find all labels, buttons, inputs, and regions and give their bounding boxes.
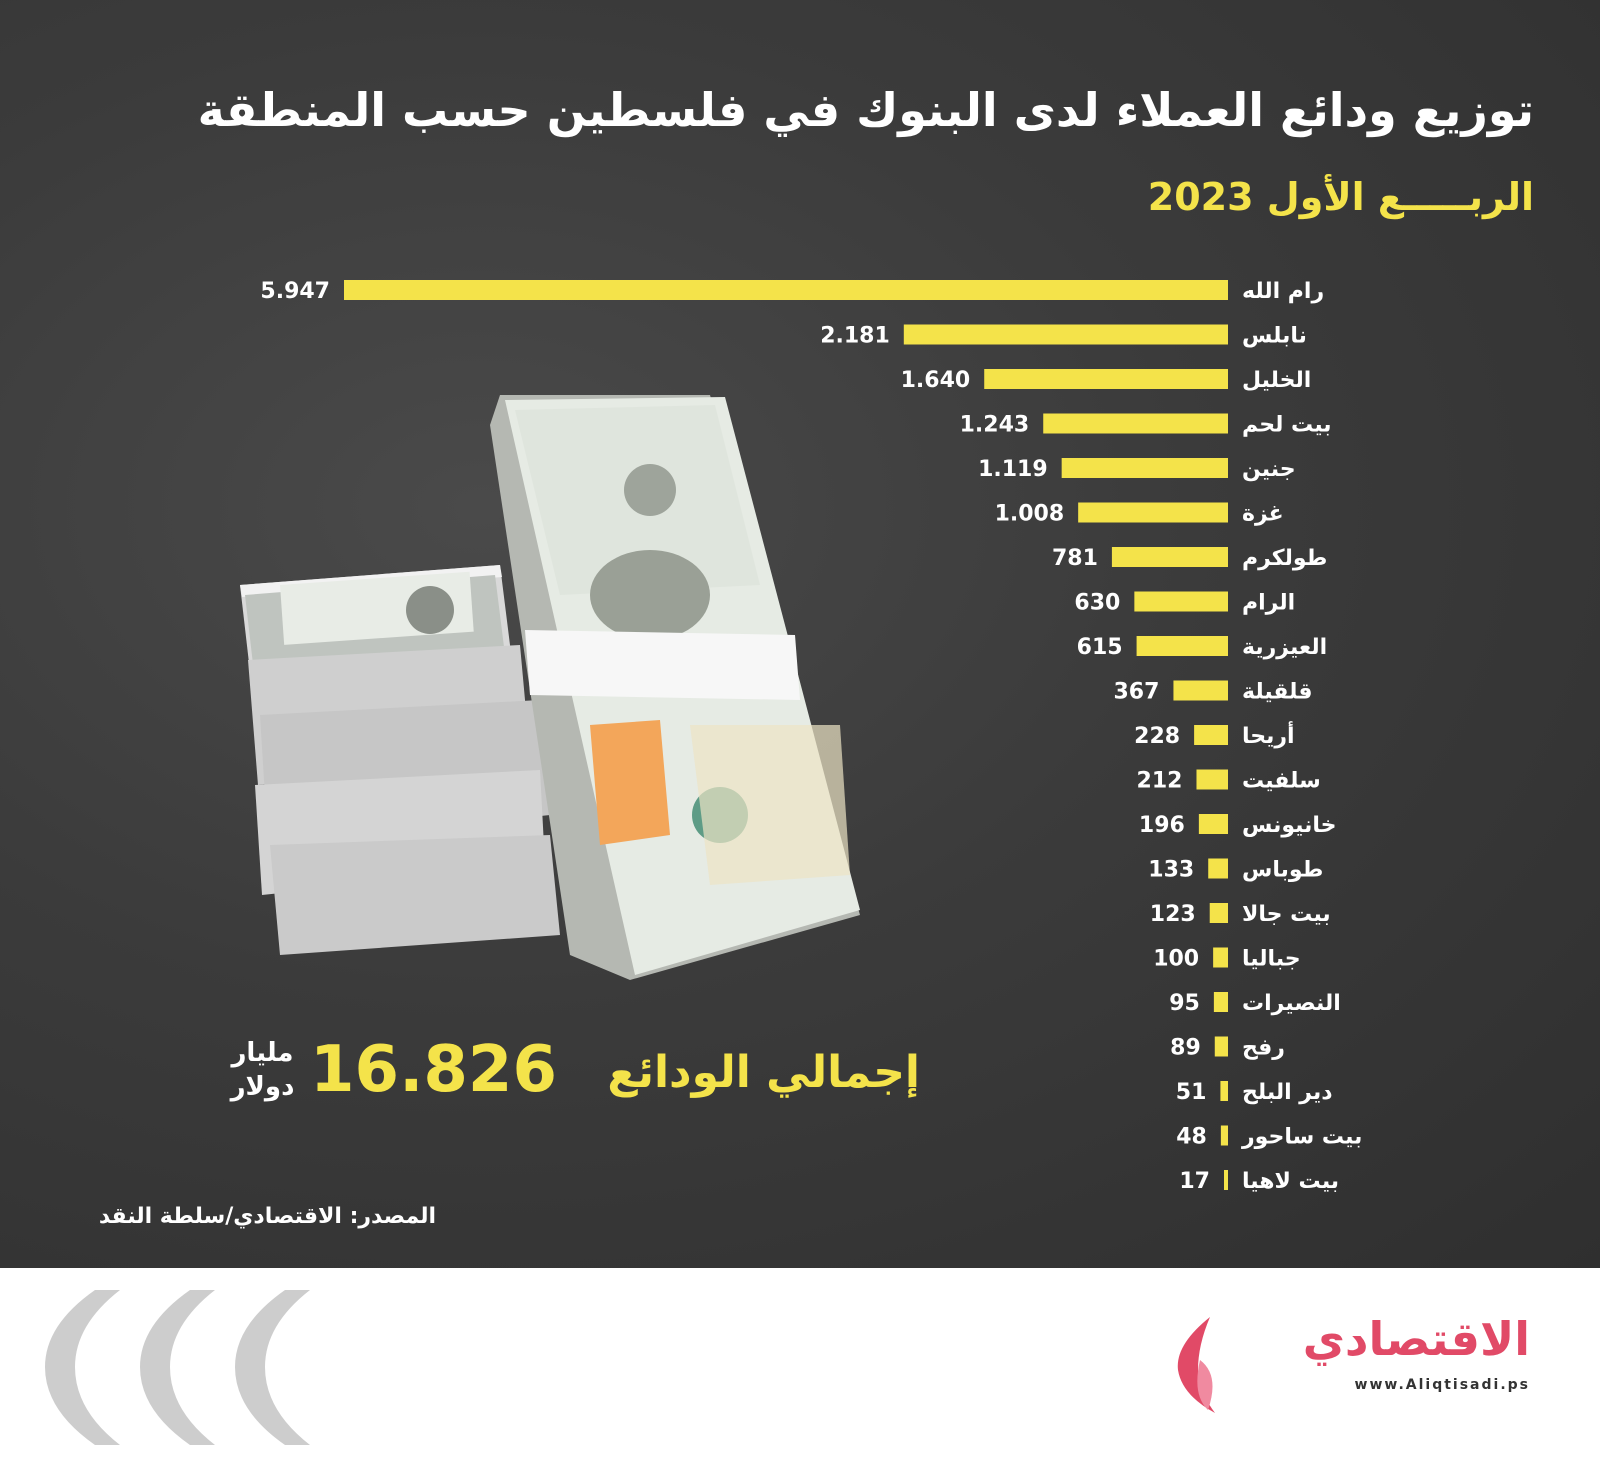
bar-value-label: 51 [1176, 1080, 1207, 1105]
bar-value-label: 228 [1134, 724, 1180, 749]
bar-category-label: الرام [1242, 591, 1295, 616]
source-note: المصدر: الاقتصادي/سلطة النقد [98, 1204, 436, 1229]
total-unit-line2: دولار [230, 1072, 295, 1102]
page-subtitle: الربـــــع الأول 2023 [1147, 175, 1534, 219]
bar-value-label: 781 [1052, 546, 1098, 571]
chevrons-icon [45, 1290, 310, 1445]
bar-value-label: 133 [1148, 858, 1194, 883]
total-unit: مليار دولار [220, 1036, 305, 1104]
bar-value-label: 212 [1137, 769, 1183, 794]
money-stack-left [240, 565, 560, 955]
total-deposits: إجمالي الودائع 16.826 مليار دولار [220, 1030, 920, 1120]
total-label: إجمالي الودائع [607, 1047, 920, 1098]
bar-value-label: 1.640 [901, 368, 971, 393]
money-stack-image [240, 395, 860, 980]
bar [1224, 1170, 1228, 1190]
bar [1194, 725, 1228, 745]
bar-category-label: سلفيت [1242, 769, 1321, 794]
bar [1198, 814, 1228, 834]
bar-category-label: بيت لاهيا [1242, 1169, 1339, 1194]
bar-value-label: 615 [1077, 635, 1123, 660]
bar [1208, 858, 1228, 879]
bar [1220, 1125, 1228, 1146]
bar [1043, 413, 1228, 434]
bar-value-label: 367 [1114, 680, 1160, 705]
bar-category-label: بيت لحم [1242, 413, 1332, 438]
bar-category-label: غزة [1242, 502, 1284, 527]
bar [1214, 1036, 1228, 1057]
logo-url: www.Aliqtisadi.ps [1354, 1377, 1530, 1393]
bar-category-label: دير البلح [1242, 1080, 1333, 1105]
bar-chart: رام الله 5.947 نابلس 2.181 الخليل 1.640 بيت لح… [260, 279, 1362, 1194]
bar [1134, 591, 1228, 612]
bar [1136, 636, 1228, 656]
bar [344, 280, 1228, 300]
bar [1061, 458, 1228, 478]
infographic-panel: توزيع ودائع العملاء لدى البنوك في فلسطين… [0, 0, 1600, 1268]
bar-value-label: 630 [1074, 591, 1120, 616]
logo-text: الاقتصادي [1302, 1312, 1530, 1366]
bar [1173, 680, 1228, 701]
bar-value-label: 2.181 [820, 324, 890, 349]
bar-category-label: رام الله [1242, 279, 1324, 304]
bar-value-label: 17 [1179, 1169, 1210, 1194]
bar-category-label: نابلس [1242, 324, 1307, 349]
bar-value-label: 48 [1176, 1125, 1207, 1150]
bar [1078, 502, 1228, 523]
bar-category-label: أريحا [1242, 720, 1295, 749]
money-stack-upright [490, 395, 860, 980]
bar-value-label: 123 [1150, 902, 1196, 927]
bar-category-label: قلقيلة [1242, 680, 1313, 705]
bar-value-label: 5.947 [260, 279, 330, 304]
bar [1220, 1081, 1228, 1101]
bar-category-label: الخليل [1242, 368, 1311, 393]
bar-category-label: بيت جالا [1242, 902, 1331, 927]
total-unit-line1: مليار [231, 1038, 294, 1068]
bar [903, 324, 1228, 345]
bar-value-label: 89 [1170, 1036, 1201, 1061]
logo-mark-icon [1177, 1317, 1215, 1413]
bar-category-label: العيزرية [1242, 635, 1327, 660]
bar-category-label: النصيرات [1242, 991, 1341, 1016]
bar [1213, 992, 1228, 1012]
bar-category-label: خانيونس [1242, 813, 1337, 838]
bar-value-label: 196 [1139, 813, 1185, 838]
bar [984, 369, 1228, 389]
bar-value-label: 1.008 [995, 502, 1065, 527]
bar-value-label: 100 [1153, 947, 1199, 972]
bar-value-label: 1.243 [960, 413, 1030, 438]
bar-value-label: 95 [1169, 991, 1200, 1016]
bar [1196, 769, 1228, 790]
page-title: توزيع ودائع العملاء لدى البنوك في فلسطين… [197, 83, 1534, 137]
bar [1111, 547, 1228, 567]
brand-logo: الاقتصادي www.Aliqtisadi.ps [1160, 1305, 1530, 1425]
bar [1209, 903, 1228, 923]
total-value: 16.826 [310, 1033, 557, 1107]
bar-category-label: طولكرم [1242, 546, 1327, 571]
bar-category-label: طوباس [1242, 858, 1323, 883]
bar-value-label: 1.119 [978, 457, 1048, 482]
bar-category-label: بيت ساحور [1241, 1125, 1362, 1150]
bar-category-label: جباليا [1242, 947, 1301, 972]
bar-category-label: جنين [1242, 457, 1296, 482]
bar-category-label: رفح [1242, 1036, 1285, 1061]
bar [1213, 947, 1228, 968]
